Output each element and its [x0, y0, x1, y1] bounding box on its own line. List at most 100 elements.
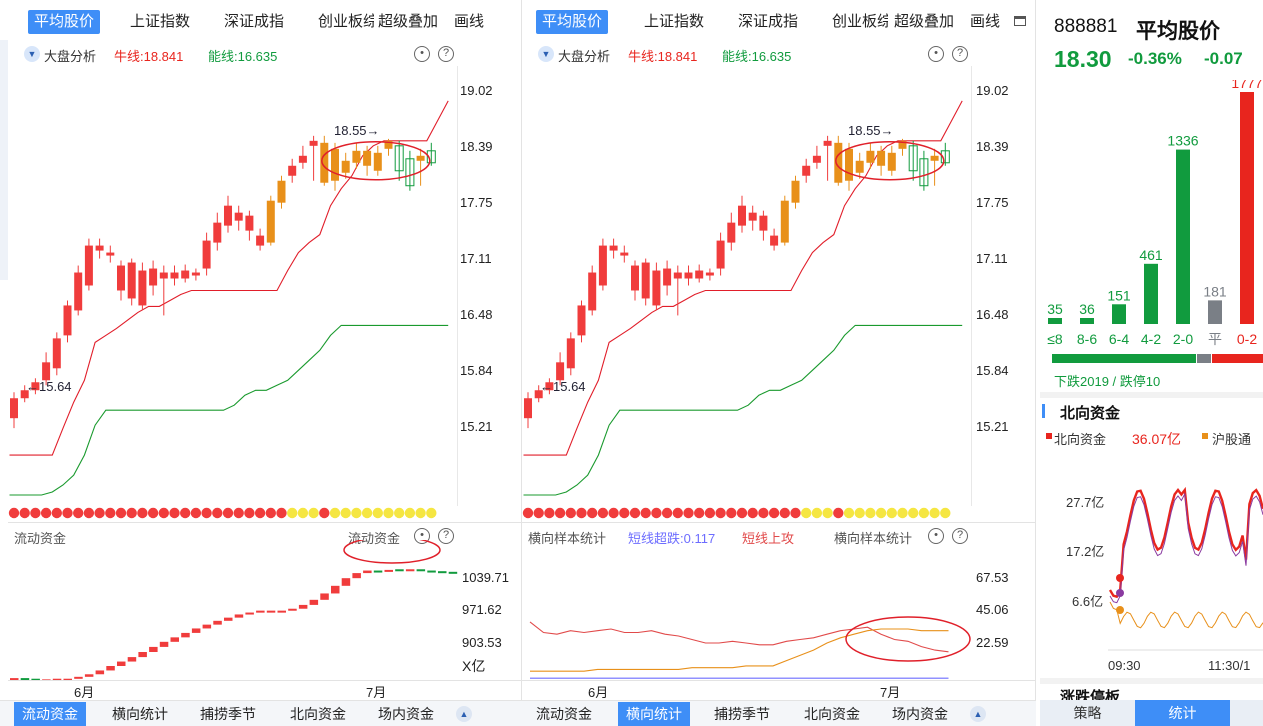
- liquidity-bar: [149, 646, 158, 652]
- tab-super-overlay[interactable]: 超级叠加: [894, 13, 955, 30]
- sub-y-tick: 22.59: [976, 635, 1009, 650]
- tab-horizontal-stats[interactable]: 横向统计: [112, 706, 168, 722]
- signal-dot: [565, 507, 576, 519]
- help-icon[interactable]: ?: [952, 46, 968, 62]
- tab-shenzhen-index[interactable]: 深证成指: [738, 13, 799, 30]
- footer-tab-stats[interactable]: 统计: [1135, 700, 1230, 726]
- expand-up-icon[interactable]: ▲: [456, 706, 472, 722]
- tab-shanghai-index[interactable]: 上证指数: [130, 13, 191, 30]
- tab-shanghai-index[interactable]: 上证指数: [644, 13, 705, 30]
- candle-body: [394, 145, 404, 172]
- y-tick: 18.39: [460, 139, 493, 154]
- tab-fishing-season[interactable]: 捕捞季节: [714, 706, 770, 722]
- signal-dot: [19, 507, 30, 519]
- signal-dot: [843, 507, 855, 519]
- tab-liquidity[interactable]: 流动资金: [536, 706, 592, 722]
- candle-body: [20, 390, 29, 399]
- sub-y-tick: 971.62: [462, 602, 502, 617]
- liquidity-bar: [245, 612, 254, 615]
- niu-line-value: 牛线:18.841: [114, 49, 184, 64]
- distribution-chart: 35 ≤8 36 8-6 151 6-4 461 4-2 1336 2-0 181 平 1777 0-2: [1047, 80, 1263, 363]
- footer-tab-extra[interactable]: [1230, 700, 1263, 726]
- neng-line: [523, 324, 963, 496]
- candle-body: [320, 142, 329, 183]
- signal-dot: [244, 507, 255, 519]
- signal-dot: [319, 507, 330, 519]
- tab-fishing-season[interactable]: 捕捞季节: [200, 706, 256, 722]
- maximize-icon[interactable]: [1014, 16, 1026, 26]
- help-icon[interactable]: ?: [438, 46, 454, 62]
- candle-body: [277, 180, 286, 203]
- settings-icon[interactable]: •: [414, 528, 430, 544]
- short-oversold-value: 短线超跌:0.117: [628, 531, 716, 546]
- candle-body: [705, 272, 714, 276]
- chevron-down-icon[interactable]: ▼: [538, 46, 554, 62]
- dist-bar: [1112, 304, 1126, 324]
- tab-shenzhen-index[interactable]: 深证成指: [224, 13, 285, 30]
- tab-horizontal-stats[interactable]: 横向统计: [618, 702, 690, 726]
- dist-bar-label: 2-0: [1173, 331, 1193, 347]
- signal-dot: [929, 507, 940, 519]
- y-tick: 16.48: [460, 307, 493, 322]
- tab-super-overlay[interactable]: 超级叠加: [378, 13, 439, 30]
- tab-onsite-capital[interactable]: 场内资金: [378, 706, 434, 722]
- signal-dot: [897, 507, 908, 519]
- horizontal-stats-lines: [529, 616, 971, 679]
- signal-dot: [73, 507, 84, 519]
- candle-body: [202, 240, 211, 269]
- candle-body: [245, 215, 254, 231]
- short-attack-label: 短线上攻: [742, 531, 795, 546]
- signal-dot: [265, 507, 276, 519]
- dist-bar: [1080, 318, 1094, 324]
- candle-body: [10, 398, 18, 419]
- highlight-ellipse: [343, 540, 441, 564]
- tab-liquidity[interactable]: 流动资金: [14, 702, 86, 726]
- tab-northbound[interactable]: 北向资金: [804, 706, 860, 722]
- settings-icon[interactable]: •: [414, 46, 430, 62]
- tab-drawing[interactable]: 画线: [970, 13, 1001, 30]
- liquidity-bar: [298, 604, 308, 609]
- middle-axis-divider: [971, 66, 972, 506]
- left-candle-chart: [9, 100, 449, 496]
- candle-body: [812, 155, 821, 163]
- liquidity-bar: [127, 657, 137, 662]
- north-x-label: 09:30: [1108, 658, 1141, 673]
- left-bottom-bar: [0, 700, 522, 726]
- signal-dot: [544, 507, 555, 519]
- expand-up-icon[interactable]: ▲: [970, 706, 986, 722]
- north-line-secondary: [1109, 492, 1263, 604]
- candle-body: [684, 272, 693, 279]
- x-label: 7月: [880, 685, 901, 700]
- settings-icon[interactable]: •: [928, 528, 944, 544]
- chevron-down-icon[interactable]: ▼: [24, 46, 40, 62]
- liquidity-bar: [138, 652, 147, 658]
- tab-chinext[interactable]: 创业板综: [832, 13, 888, 30]
- signal-dot: [169, 507, 180, 519]
- footer-tab-strategy[interactable]: 策略: [1040, 700, 1135, 726]
- signal-dot: [276, 507, 287, 519]
- tab-average-price[interactable]: 平均股价: [28, 10, 101, 34]
- signal-dot: [683, 507, 694, 519]
- candle-body: [426, 150, 436, 164]
- tab-northbound[interactable]: 北向资金: [290, 706, 346, 722]
- signal-dot: [126, 507, 137, 519]
- tab-onsite-capital[interactable]: 场内资金: [892, 706, 948, 722]
- tab-average-price[interactable]: 平均股价: [536, 10, 609, 34]
- candle-body: [770, 235, 779, 246]
- dist-bar-value: 151: [1107, 287, 1131, 303]
- dist-bar: [1240, 92, 1254, 324]
- candle-body: [31, 382, 40, 391]
- marker-dot: [1116, 589, 1124, 597]
- candle-body: [834, 142, 843, 183]
- change-percent: -0.36%: [1128, 49, 1182, 68]
- signal-dot: [747, 507, 758, 519]
- help-icon[interactable]: ?: [952, 528, 968, 544]
- settings-icon[interactable]: •: [928, 46, 944, 62]
- candle-body: [170, 272, 179, 279]
- liquidity-bar: [277, 610, 286, 613]
- help-icon[interactable]: ?: [438, 528, 454, 544]
- tab-chinext[interactable]: 创业板综: [318, 13, 374, 30]
- liquidity-bar: [202, 624, 212, 629]
- tab-drawing[interactable]: 画线: [454, 13, 485, 30]
- candle-body: [405, 158, 415, 187]
